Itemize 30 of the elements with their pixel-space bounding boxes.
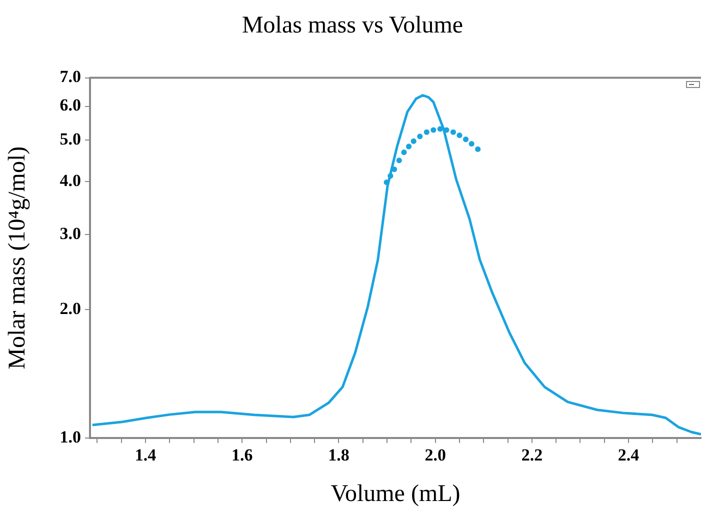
y-tick-label: 7.0 — [60, 67, 81, 86]
point — [417, 134, 423, 140]
point — [456, 132, 462, 138]
x-tick-label: 1.6 — [232, 446, 253, 465]
y-tick-label: 1.0 — [60, 427, 81, 446]
chart-title: Molas mass vs Volume — [242, 12, 464, 39]
y-axis-title: Molar mass (10⁴g/mol) — [4, 146, 31, 370]
point — [401, 150, 407, 156]
y-tick-label: 5.0 — [60, 129, 81, 148]
x-tick-label: 2.0 — [424, 446, 446, 465]
y-tick-label: 4.0 — [60, 170, 81, 190]
point — [430, 127, 436, 133]
point — [424, 129, 430, 135]
point — [450, 129, 456, 135]
point — [406, 144, 412, 150]
x-tick-label: 2.4 — [618, 446, 640, 465]
y-tick-label: 3.0 — [60, 224, 81, 244]
point — [462, 136, 469, 142]
x-tick-label: 1.8 — [328, 446, 350, 465]
point — [437, 126, 443, 132]
x-tick-label: 1.4 — [134, 446, 157, 465]
point — [410, 138, 416, 144]
point — [468, 141, 474, 147]
point — [475, 146, 481, 152]
x-tick-label: 2.2 — [521, 446, 543, 465]
point — [396, 158, 402, 164]
point — [388, 173, 394, 179]
x-axis-title: Volume (mL) — [330, 480, 460, 507]
y-tick-label: 2.0 — [60, 299, 81, 318]
y-tick-label: 6.0 — [60, 96, 81, 115]
